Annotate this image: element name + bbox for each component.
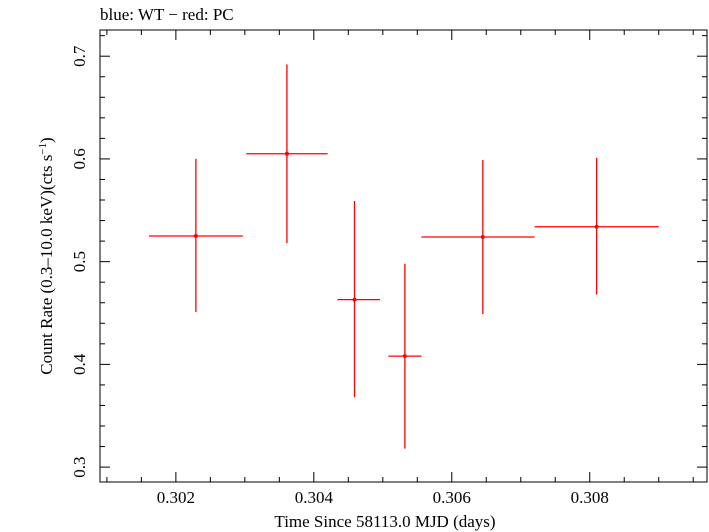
y-tick-label: 0.6 bbox=[70, 148, 89, 169]
y-axis-label-superscript: −1 bbox=[37, 143, 49, 155]
data-point bbox=[148, 158, 243, 312]
point-marker bbox=[594, 224, 599, 229]
data-point bbox=[337, 201, 381, 398]
y-axis-label-main: Count Rate (0.3–10.0 keV)(cts s bbox=[37, 155, 56, 375]
y-tick-label: 0.7 bbox=[70, 45, 89, 67]
x-tick-label: 0.304 bbox=[295, 488, 334, 507]
point-marker bbox=[480, 234, 485, 239]
point-marker bbox=[352, 297, 357, 302]
data-point bbox=[421, 159, 535, 315]
data-point bbox=[388, 263, 422, 449]
point-marker bbox=[284, 151, 289, 156]
x-tick-label: 0.308 bbox=[571, 488, 609, 507]
y-tick-label: 0.4 bbox=[70, 353, 89, 375]
x-axis-label: Time Since 58113.0 MJD (days) bbox=[274, 512, 495, 531]
chart-title: blue: WT − red: PC bbox=[100, 5, 234, 24]
y-axis-label-end: ) bbox=[37, 137, 56, 143]
axes: 0.302 0.304 0.306 0.308 0.3 0.4 0.5 0.6 0.7 bbox=[70, 30, 707, 507]
point-marker bbox=[193, 233, 198, 238]
x-tick-label: 0.302 bbox=[157, 488, 195, 507]
y-axis-label: Count Rate (0.3–10.0 keV)(cts s−1) bbox=[37, 137, 56, 374]
y-tick-label: 0.5 bbox=[70, 251, 89, 272]
data-point bbox=[246, 64, 328, 244]
data-marks bbox=[148, 64, 659, 449]
y-tick-label: 0.3 bbox=[70, 456, 89, 477]
x-tick-label: 0.306 bbox=[433, 488, 471, 507]
plot-frame bbox=[99, 29, 708, 483]
point-marker bbox=[402, 354, 407, 359]
data-point bbox=[534, 157, 659, 295]
